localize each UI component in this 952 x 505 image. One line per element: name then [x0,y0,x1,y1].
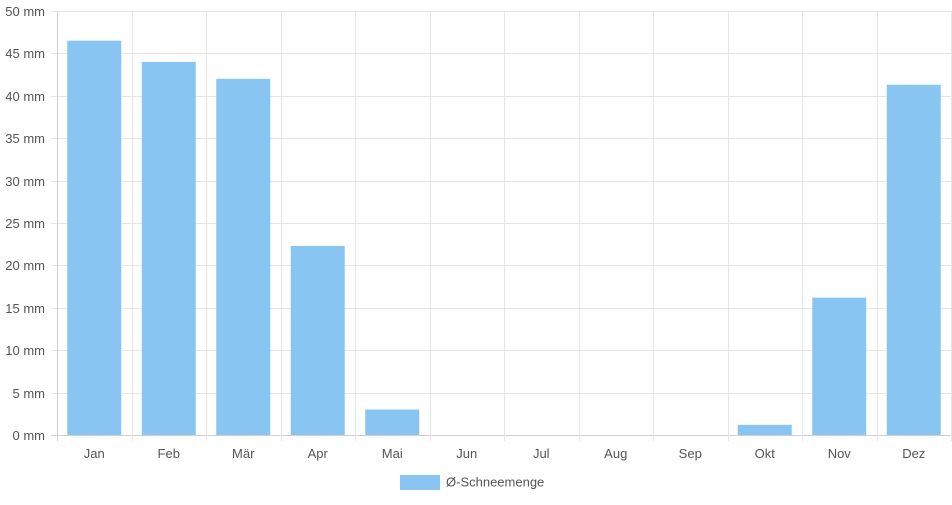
x-tick-label: Apr [308,446,329,461]
x-tick-label: Jun [456,446,477,461]
x-tick-label: Aug [604,446,627,461]
y-tick-label: 0 mm [13,428,46,443]
legend[interactable]: Ø-Schneemenge [400,475,544,491]
x-tick-label: Feb [158,446,180,461]
y-tick-label: 15 mm [5,301,45,316]
y-tick-label: 40 mm [5,89,45,104]
y-tick-label: 50 mm [5,4,45,19]
bar-dez[interactable] [886,84,941,435]
y-tick-label: 45 mm [5,46,45,61]
x-tick-label: Mai [382,446,403,461]
bar-mai[interactable] [365,409,420,435]
bar-okt[interactable] [737,424,792,435]
x-tick-label: Nov [828,446,852,461]
y-tick-label: 5 mm [13,386,46,401]
x-tick-label: Jan [84,446,105,461]
x-tick-label: Dez [902,446,925,461]
x-axis-ticks: Jan Feb Mär Apr Mai Jun Jul Aug Sep Okt Nov Dez [84,446,926,461]
y-tick-label: 30 mm [5,174,45,189]
bar-mär[interactable] [216,78,271,435]
bar-nov[interactable] [812,297,867,435]
y-axis-ticks: 0 mm 5 mm 10 mm 15 mm 20 mm 25 mm 30 mm 35 mm 40… [5,4,45,443]
bar-feb[interactable] [141,61,196,435]
bar-apr[interactable] [290,245,345,435]
bar-jan[interactable] [67,40,122,436]
y-tick-label: 25 mm [5,216,45,231]
x-tick-label: Jul [533,446,550,461]
y-tick-label: 20 mm [5,258,45,273]
y-tick-label: 35 mm [5,131,45,146]
legend-swatch [400,475,440,490]
grid-layer [51,11,952,441]
y-tick-label: 10 mm [5,343,45,358]
bars-layer [67,40,941,436]
x-tick-label: Sep [679,446,702,461]
x-tick-label: Mär [232,446,255,461]
legend-label: Ø-Schneemenge [446,475,544,490]
x-tick-label: Okt [755,446,776,461]
